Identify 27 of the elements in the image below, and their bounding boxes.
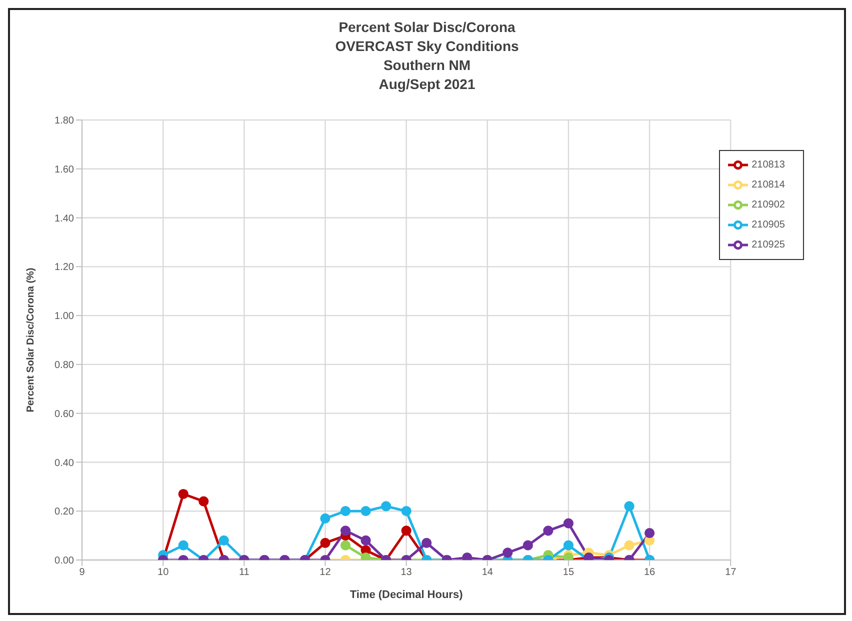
x-tick-label: 11	[238, 567, 250, 578]
chart-title: Percent Solar Disc/Corona OVERCAST Sky Conditions Southern NM Aug/Sept 2021	[334, 18, 520, 94]
x-tick-label: 10	[158, 567, 170, 578]
legend-label: 210925	[752, 240, 785, 251]
y-tick-label: 0.60	[54, 408, 74, 420]
x-tick-label: 13	[400, 567, 412, 578]
x-axis-title: Time (Decimal Hours)	[350, 589, 464, 601]
legend-label: 210814	[752, 180, 785, 191]
legend-label: 210902	[752, 200, 785, 211]
legend-label: 210905	[752, 220, 785, 231]
y-tick-label: 0.00	[54, 556, 74, 567]
x-tick-label: 16	[644, 567, 656, 578]
y-tick-label: 0.80	[54, 360, 74, 371]
y-tick-label: 1.00	[54, 311, 74, 322]
legend-label: 210813	[752, 160, 785, 171]
y-tick-label: 0.40	[54, 458, 74, 469]
y-tick-label: 1.60	[54, 164, 74, 176]
x-tick-label: 17	[725, 567, 737, 578]
x-tick-label: 15	[562, 567, 574, 578]
y-tick-label: 1.40	[54, 213, 74, 224]
y-axis-title: Percent Solar Disc/Corona (%)	[26, 268, 37, 412]
x-tick-label: 12	[320, 567, 332, 578]
y-tick-label: 0.20	[54, 506, 74, 518]
y-tick-label: 1.80	[54, 116, 74, 127]
x-tick-label: 14	[482, 567, 494, 578]
y-tick-label: 1.20	[54, 262, 74, 274]
x-tick-label: 9	[79, 567, 86, 578]
